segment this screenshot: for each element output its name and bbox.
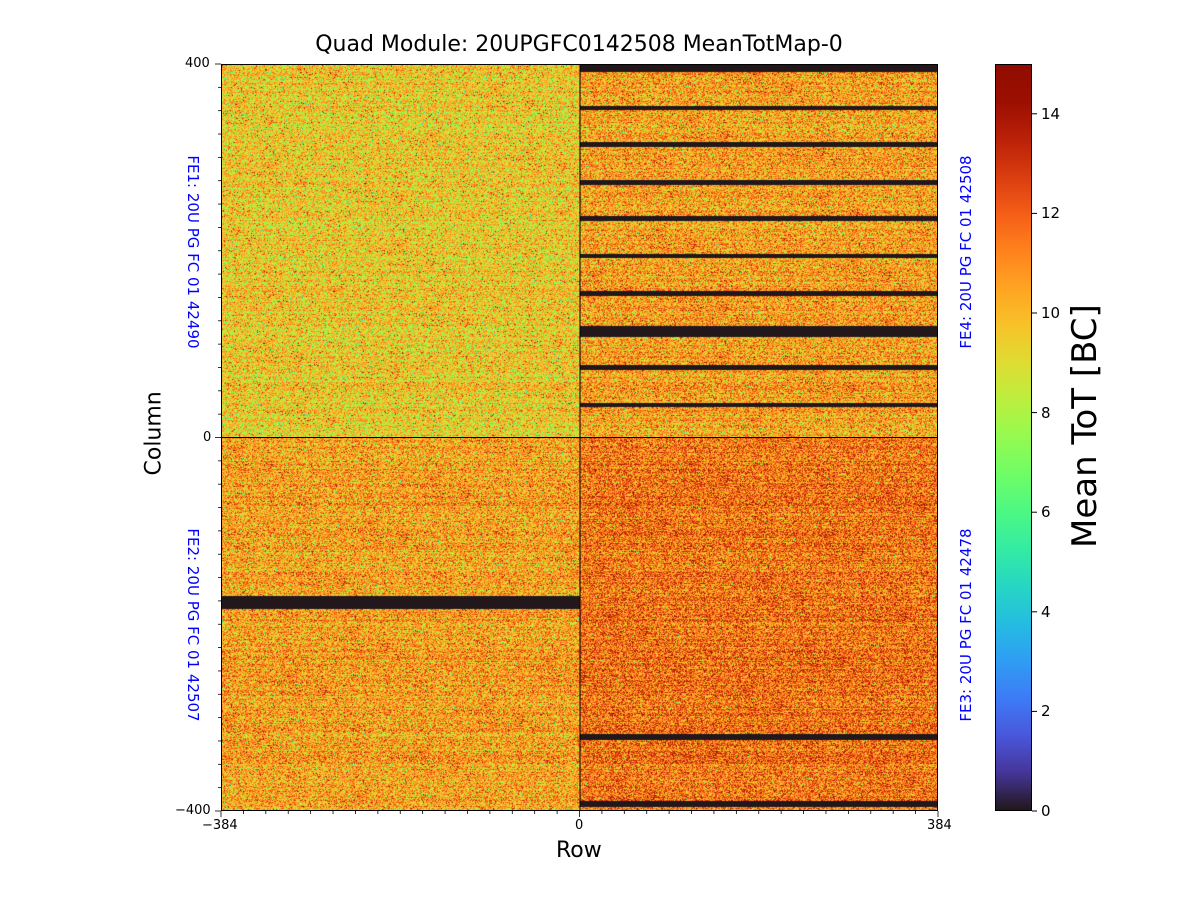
quadrant-dividers xyxy=(222,65,937,810)
x-tick-zero: 0 xyxy=(575,818,584,833)
colorbar-tick-label: 10 xyxy=(1041,304,1061,322)
colorbar-tick-label: 4 xyxy=(1041,602,1051,621)
y-axis-title: Column xyxy=(141,391,167,476)
fe2-label: FE2: 20U PG FC 01 42507 xyxy=(184,528,202,722)
colorbar-tick-label: 12 xyxy=(1041,204,1061,223)
y-tick-top: 400 xyxy=(185,56,210,71)
x-tick-right: 384 xyxy=(927,818,952,833)
fe4-label: FE4: 20U PG FC 01 42508 xyxy=(957,155,975,349)
fe3-label: FE3: 20U PG FC 01 42478 xyxy=(957,528,975,722)
y-tick-zero: 0 xyxy=(203,430,212,445)
colorbar-tick-label: 8 xyxy=(1041,403,1051,422)
colorbar-tick-label: 6 xyxy=(1041,503,1051,522)
y-tick-bottom: −400 xyxy=(175,803,211,818)
colorbar-title: Mean ToT [BC] xyxy=(1065,304,1105,548)
fe1-label: FE1: 20U PG FC 01 42490 xyxy=(184,155,202,349)
colorbar xyxy=(995,64,1032,811)
x-tick-left: −384 xyxy=(202,818,238,833)
colorbar-tick-label: 14 xyxy=(1041,104,1061,123)
x-axis-title: Row xyxy=(556,838,602,863)
colorbar-tick-label: 2 xyxy=(1041,702,1051,721)
colorbar-tick-label: 0 xyxy=(1041,802,1051,820)
heatmap-plot-area xyxy=(221,64,938,811)
chart-title: Quad Module: 20UPGFC0142508 MeanTotMap-0 xyxy=(315,32,843,57)
